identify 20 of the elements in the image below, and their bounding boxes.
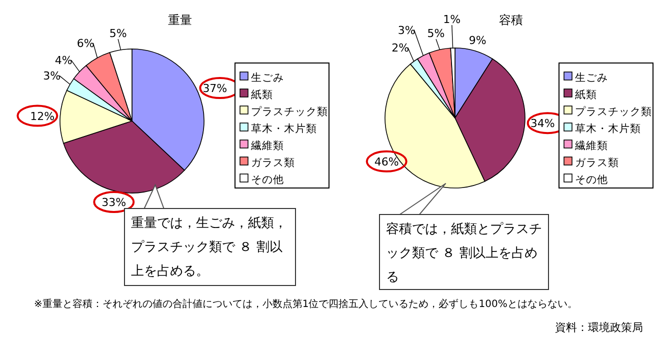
legend-label: 繊維類 xyxy=(574,139,608,152)
text: 資料：環境政策局 xyxy=(555,320,643,335)
legend-label: 草木・木片類 xyxy=(575,122,641,135)
legend-label: その他 xyxy=(575,174,608,186)
legend-label: 繊維類 xyxy=(250,139,284,152)
text: 重量では，生ごみ，紙類，プラスチック類で ８ 割以上を占める。 xyxy=(124,208,296,286)
legend-label: ガラス類 xyxy=(251,157,295,169)
legend-label: プラスチック類 xyxy=(251,105,328,118)
legend-label: 紙類 xyxy=(251,89,273,101)
chart-title: 容積 xyxy=(499,13,523,27)
legend-label: 紙類 xyxy=(575,89,597,101)
legend-label: その他 xyxy=(251,174,284,186)
legend-label: 生ごみ xyxy=(251,71,284,84)
text: 容積では，紙類とプラスチック類で ８ 割以上を占める xyxy=(379,214,549,290)
chart-title: 重量 xyxy=(168,13,192,27)
text: ※重量と容積：それぞれの値の合計値については，小数点第1位で四捨五入しているため，必ずしも100%とはならない。 xyxy=(34,298,578,311)
legend-label: 生ごみ xyxy=(575,71,608,84)
legend-label: 草木・木片類 xyxy=(251,122,317,135)
legend-label: プラスチック類 xyxy=(575,105,652,118)
legend-label: ガラス類 xyxy=(575,157,619,169)
